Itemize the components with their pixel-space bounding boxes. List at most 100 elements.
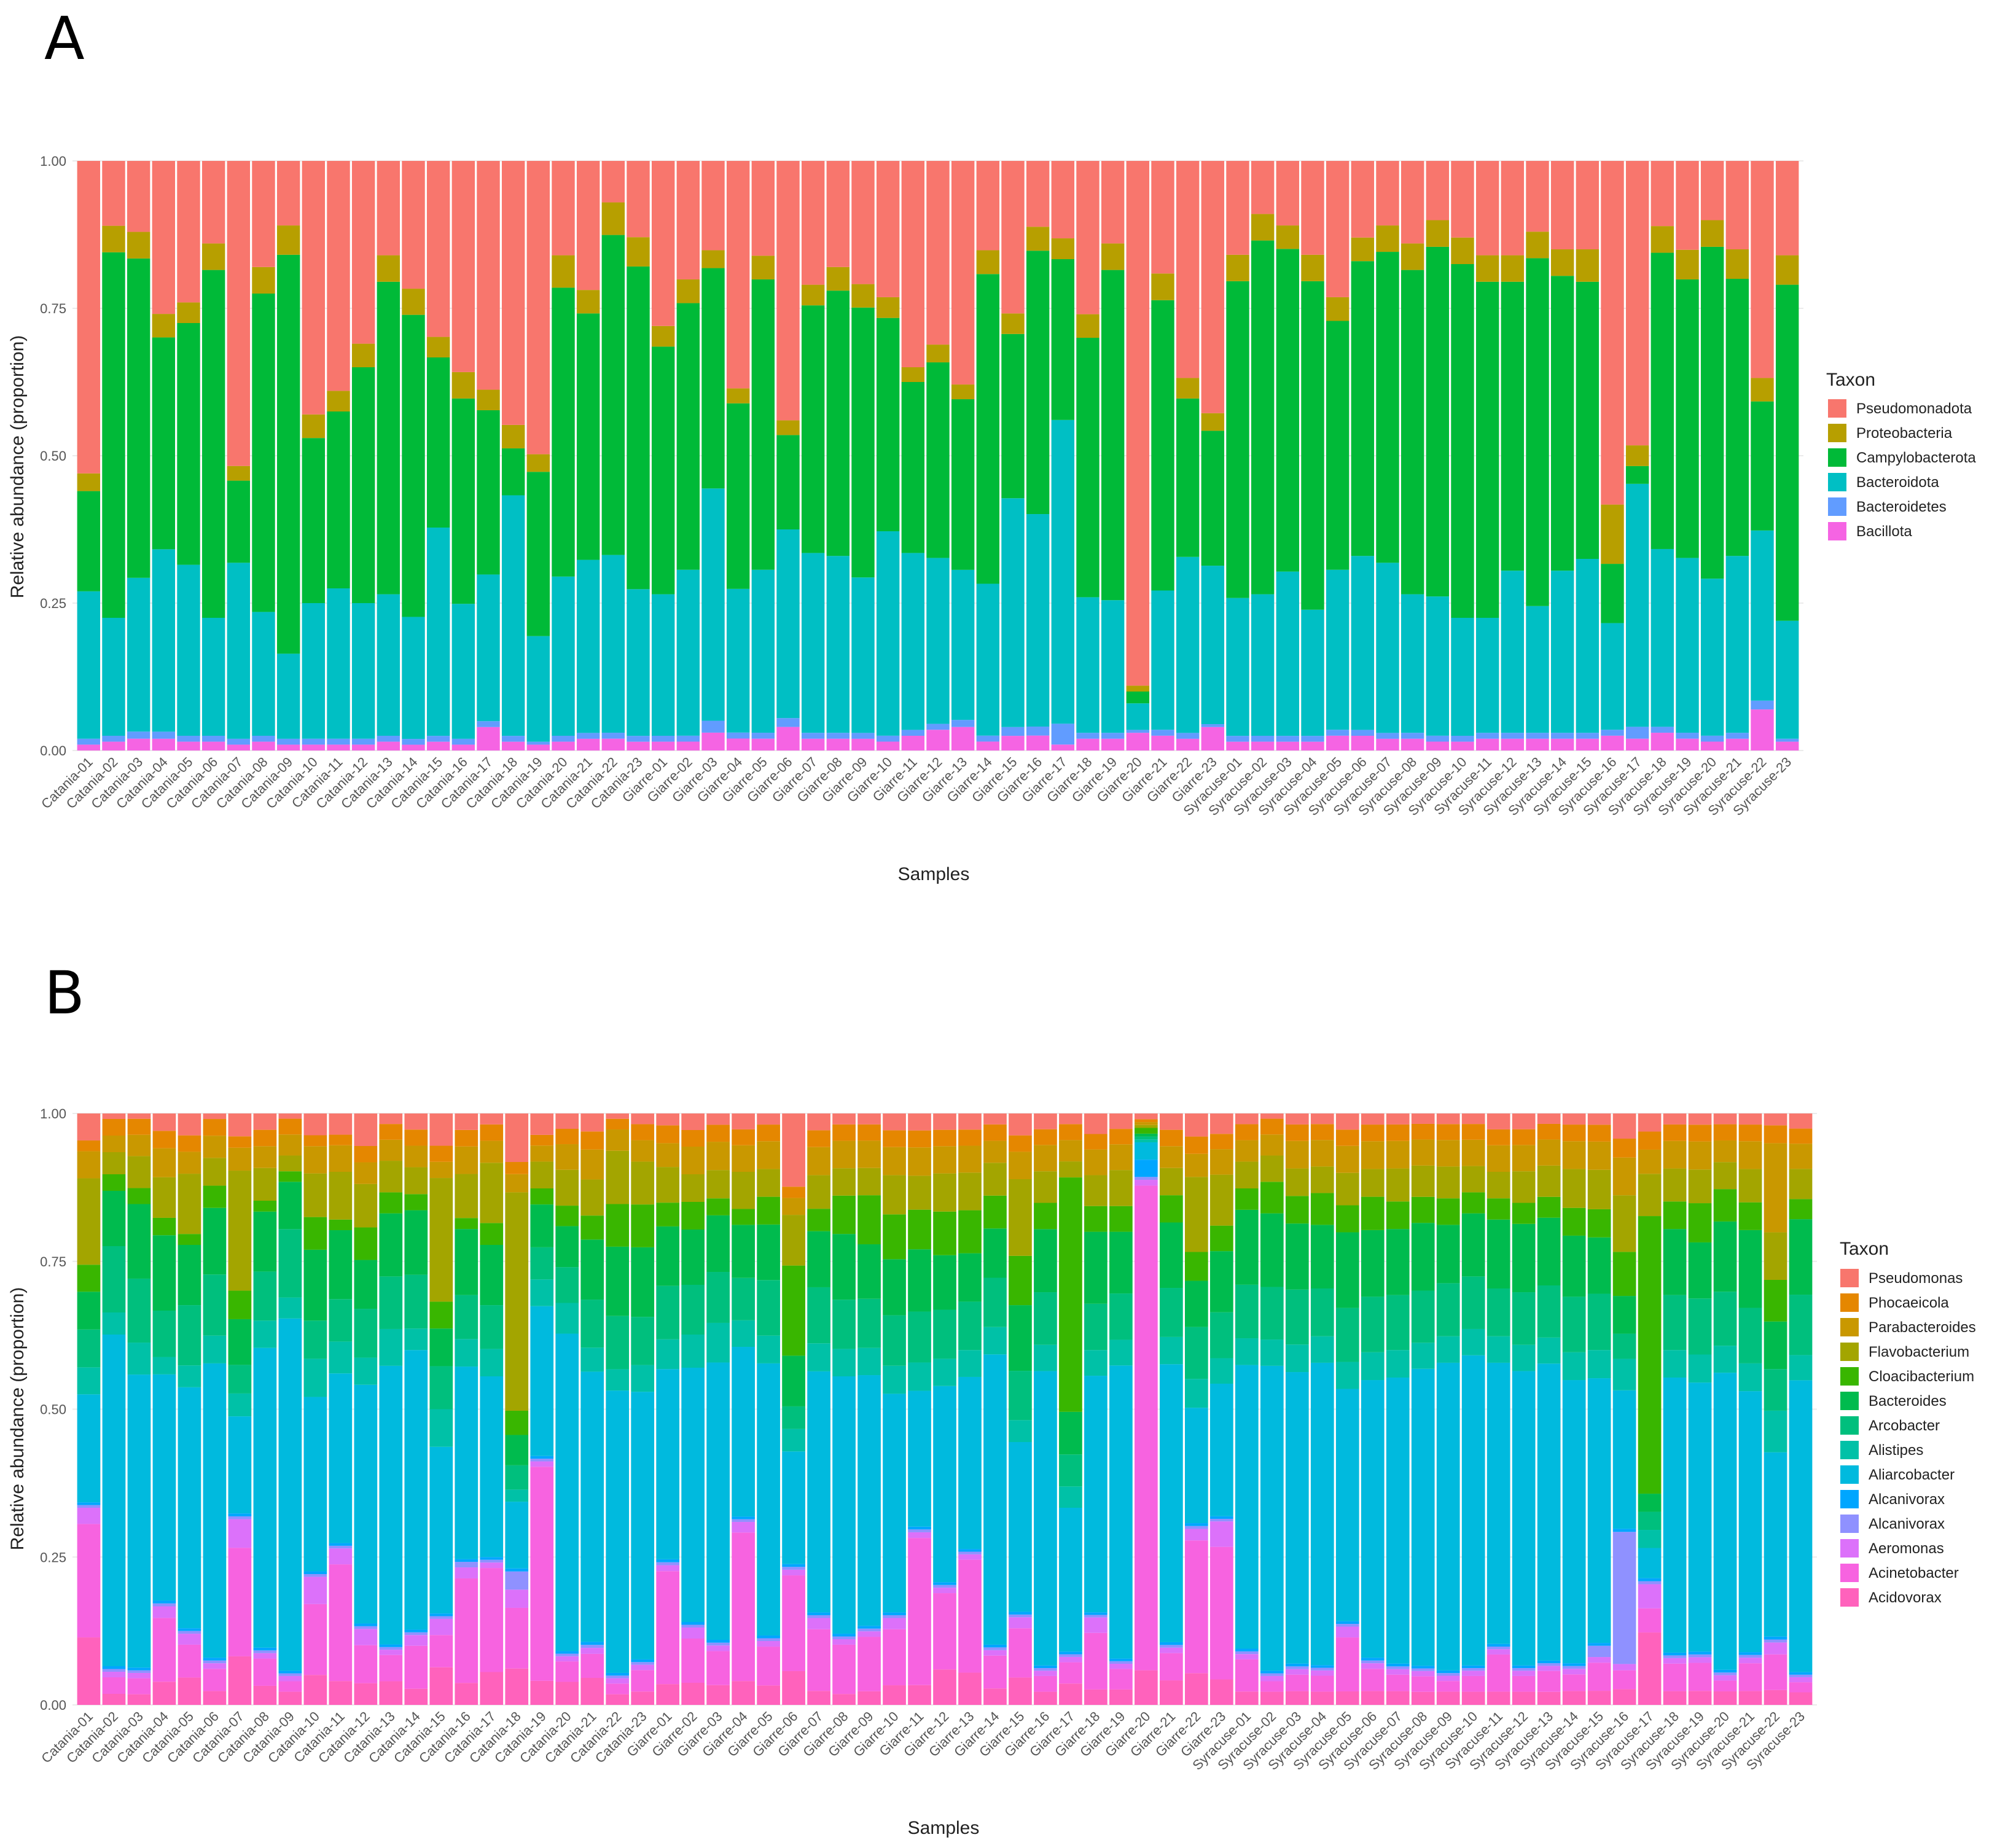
bar-segment	[505, 1568, 529, 1572]
bar-segment	[1738, 1169, 1762, 1203]
bar-segment	[1700, 246, 1724, 579]
bar-segment	[278, 1673, 302, 1676]
bar-segment	[757, 1647, 780, 1686]
bar-segment	[1151, 300, 1174, 591]
bar-segment	[127, 1156, 151, 1188]
bar-segment	[1764, 1125, 1787, 1144]
bar-segment	[530, 1204, 554, 1247]
bar-segment	[480, 1672, 504, 1705]
bar-segment	[1688, 1654, 1712, 1658]
bar-segment	[404, 1113, 428, 1130]
bar-segment	[782, 1406, 805, 1429]
bar-segment	[1201, 727, 1225, 751]
bar-segment	[1361, 1669, 1385, 1691]
bar-segment	[1310, 1193, 1334, 1225]
bar-segment	[329, 1543, 353, 1546]
bar-segment	[1126, 733, 1150, 751]
bar-segment	[1725, 738, 1749, 751]
bar-segment	[826, 556, 850, 733]
bar-segment	[876, 318, 900, 532]
bar-segment	[426, 161, 450, 337]
bar-segment	[701, 250, 725, 268]
bar-segment	[1562, 1235, 1586, 1297]
bar-segment	[1475, 255, 1499, 282]
bar-segment	[127, 1134, 151, 1156]
bar-segment	[252, 294, 275, 612]
y-tick-label: 1.00	[40, 1106, 66, 1121]
bar-segment	[826, 738, 850, 751]
bar-segment	[1764, 1410, 1787, 1452]
bar-segment	[1026, 161, 1050, 227]
bar-segment	[681, 1285, 705, 1335]
bar-segment	[278, 1229, 302, 1298]
bar-segment	[606, 1672, 630, 1676]
bar-segment	[1076, 314, 1100, 338]
bar-segment	[1059, 1140, 1082, 1162]
bar-segment	[1326, 297, 1350, 321]
bar-segment	[1676, 249, 1699, 279]
bar-segment	[1260, 1673, 1284, 1676]
bar-segment	[883, 1365, 906, 1394]
bar-segment	[1160, 1645, 1183, 1648]
bar-segment	[1638, 1581, 1662, 1585]
bar-segment	[1512, 1691, 1536, 1705]
legend-swatch	[1828, 497, 1846, 516]
bar-segment	[404, 1129, 428, 1146]
legend-label: Bacteroidota	[1856, 474, 1939, 491]
bar-segment	[1386, 1666, 1410, 1669]
bar-segment	[1576, 281, 1600, 559]
bar-segment	[908, 1362, 931, 1391]
bar-segment	[732, 1225, 755, 1278]
bar-segment	[1335, 1626, 1359, 1638]
bar-segment	[1235, 1113, 1259, 1125]
legend-label: Alistipes	[1869, 1442, 1923, 1459]
bar-segment	[530, 1456, 554, 1459]
legend-label: Campylobacterota	[1856, 450, 1976, 466]
bar-segment	[1376, 738, 1399, 751]
bar-segment	[404, 1629, 428, 1632]
bar-segment	[429, 1446, 453, 1614]
bar-segment	[102, 618, 125, 736]
bar-segment	[1059, 1177, 1082, 1412]
bar-segment	[1335, 1621, 1359, 1624]
bar-segment	[580, 1113, 604, 1132]
bar-segment	[1126, 685, 1150, 692]
legend-label: Bacteroidetes	[1856, 499, 1947, 515]
bar-segment	[303, 1571, 327, 1574]
bar-segment	[776, 435, 800, 529]
panel-b-x-axis-title: Samples	[908, 1818, 980, 1838]
legend-swatch	[1840, 1293, 1859, 1312]
bar-segment	[1160, 1647, 1183, 1653]
bar-segment	[1764, 1369, 1787, 1411]
bar-segment	[278, 1118, 302, 1135]
bar-segment	[732, 1320, 755, 1347]
bar-segment	[77, 738, 101, 745]
bar-segment	[1285, 1669, 1309, 1675]
bar-segment	[1276, 736, 1300, 742]
bar-segment	[302, 414, 326, 439]
bar-segment	[807, 1615, 830, 1618]
bar-segment	[857, 1347, 881, 1376]
bar-segment	[933, 1113, 956, 1130]
bar-segment	[706, 1142, 730, 1171]
bar-segment	[1034, 1675, 1057, 1692]
bar-segment	[1251, 736, 1275, 742]
bar-segment	[1209, 1358, 1233, 1384]
bar-segment	[1235, 1648, 1259, 1651]
bar-segment	[1436, 1166, 1460, 1199]
bar-segment	[857, 1691, 881, 1705]
bar-segment	[1526, 733, 1549, 739]
bar-segment	[1638, 1149, 1662, 1174]
bar-segment	[1713, 1140, 1737, 1163]
bar-segment	[1612, 1333, 1636, 1359]
bar-segment	[1226, 254, 1249, 281]
bar-segment	[1587, 1293, 1611, 1351]
bar-segment	[1601, 623, 1624, 730]
bar-segment	[1135, 1136, 1158, 1140]
bar-segment	[1235, 1691, 1259, 1705]
bar-segment	[1400, 733, 1424, 739]
bar-segment	[505, 1162, 529, 1174]
bar-segment	[1076, 338, 1100, 598]
bar-segment	[1285, 1663, 1309, 1667]
bar-segment	[857, 1626, 881, 1629]
